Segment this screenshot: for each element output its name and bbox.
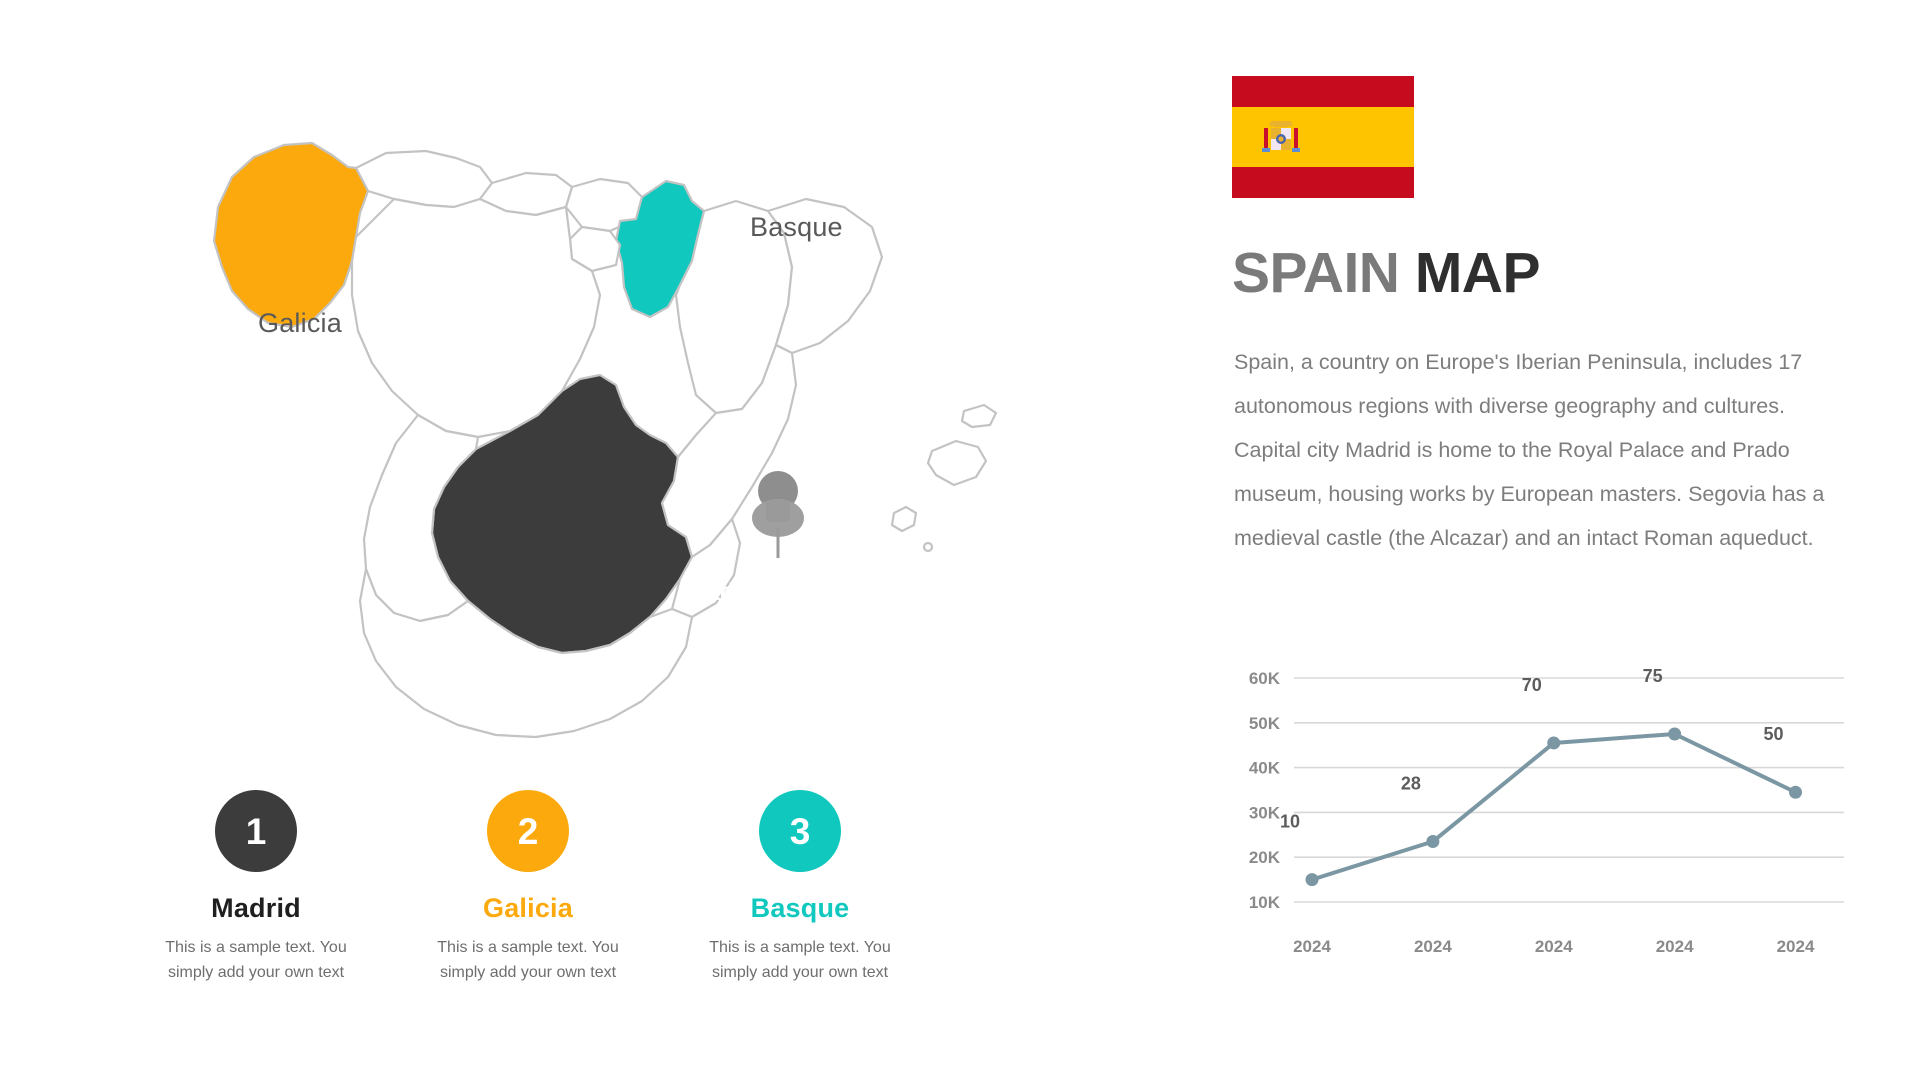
xaxis-tick-label: 2024 — [1656, 937, 1694, 956]
region-castilla-y-leon[interactable] — [350, 197, 602, 439]
chart-data-label: 10 — [1280, 812, 1300, 832]
yaxis-tick-label: 30K — [1249, 803, 1281, 822]
map-label-basque: Basque — [750, 212, 843, 242]
yaxis-tick-label: 40K — [1249, 759, 1281, 778]
yaxis-tick-label: 20K — [1249, 848, 1281, 867]
region-baleares-mallorca[interactable] — [926, 439, 988, 487]
flag-stripe-top — [1232, 76, 1414, 107]
description-text: Spain, a country on Europe's Iberian Pen… — [1234, 350, 1825, 551]
page-title-part1: SPAIN — [1232, 241, 1415, 305]
coat-of-arms-icon — [1262, 121, 1300, 152]
flag-stripe-middle — [1232, 107, 1414, 167]
line-chart[interactable]: 10K 20K 30K 40K 50K 60K 2024 2024 2024 2024 2024 … — [1232, 630, 1862, 980]
chart-data-point[interactable] — [1305, 873, 1319, 887]
chart-data-point[interactable] — [1668, 727, 1682, 741]
chart-data-label: 70 — [1522, 675, 1542, 695]
region-cataluna[interactable] — [766, 197, 884, 355]
legend-desc-madrid: This is a sample text. You simply add yo… — [165, 939, 347, 981]
region-andalucia[interactable] — [358, 567, 694, 739]
spain-flag-icon — [1232, 76, 1414, 198]
map-label-galicia: Galicia — [258, 308, 342, 338]
legend-number-2: 2 — [517, 810, 539, 852]
legend-number-badge-1: 1 — [215, 790, 297, 872]
page-title: SPAIN MAP — [1232, 240, 1540, 306]
legend-card-galicia[interactable]: 2 Galicia This is a sample text. You sim… — [392, 790, 664, 1020]
xaxis-tick-label: 2024 — [1414, 937, 1452, 956]
chart-data-point[interactable] — [1547, 736, 1561, 750]
chart-data-label: 75 — [1643, 666, 1663, 686]
region-basque-highlight[interactable] — [614, 179, 706, 319]
page-title-part2: MAP — [1414, 241, 1541, 305]
map-label-madrid: Madrid — [685, 578, 767, 606]
map-pin-icon[interactable] — [750, 470, 806, 562]
legend-desc-galicia: This is a sample text. You simply add yo… — [437, 939, 619, 981]
yaxis-tick-label: 60K — [1249, 669, 1281, 688]
region-baleares-formentera[interactable] — [922, 541, 934, 553]
flag-stripe-bottom — [1232, 167, 1414, 198]
legend-row: 1 Madrid This is a sample text. You simp… — [120, 790, 940, 1020]
legend-title-galicia: Galicia — [483, 893, 573, 923]
xaxis-tick-label: 2024 — [1293, 937, 1331, 956]
spain-map-svg — [212, 141, 998, 739]
legend-number-3: 3 — [789, 810, 811, 852]
region-baleares-ibiza[interactable] — [890, 505, 918, 533]
legend-number-1: 1 — [245, 810, 267, 852]
chart-point-labels: 10 28 70 75 50 — [1280, 666, 1784, 832]
chart-gridlines — [1294, 677, 1844, 903]
xaxis-tick-label: 2024 — [1777, 937, 1815, 956]
region-asturias[interactable] — [354, 149, 494, 209]
xaxis-tick-label: 2024 — [1535, 937, 1573, 956]
legend-title-basque: Basque — [750, 893, 850, 923]
chart-data-label: 50 — [1764, 724, 1784, 744]
legend-number-badge-2: 2 — [487, 790, 569, 872]
chart-data-point[interactable] — [1426, 835, 1440, 849]
chart-markers[interactable] — [1305, 727, 1803, 887]
legend-card-madrid[interactable]: 1 Madrid This is a sample text. You simp… — [120, 790, 392, 1020]
chart-data-point[interactable] — [1789, 785, 1803, 799]
chart-yaxis-labels: 10K 20K 30K 40K 50K 60K — [1249, 669, 1281, 912]
spain-map[interactable]: Galicia Basque Madrid — [180, 95, 1000, 775]
legend-number-badge-3: 3 — [759, 790, 841, 872]
line-chart-svg: 10K 20K 30K 40K 50K 60K 2024 2024 2024 2024 2024 … — [1249, 666, 1844, 956]
region-baleares-menorca[interactable] — [960, 403, 998, 429]
legend-title-madrid: Madrid — [211, 893, 301, 923]
yaxis-tick-label: 50K — [1249, 714, 1281, 733]
map-panel: Galicia Basque Madrid 1 Madrid This is a… — [120, 95, 1000, 1020]
chart-xaxis-labels: 2024 2024 2024 2024 2024 — [1293, 937, 1815, 956]
chart-data-label: 28 — [1401, 774, 1421, 794]
legend-card-basque[interactable]: 3 Basque This is a sample text. You simp… — [664, 790, 936, 1020]
region-galicia[interactable] — [212, 141, 370, 329]
yaxis-tick-label: 10K — [1249, 893, 1281, 912]
legend-desc-basque: This is a sample text. You simply add yo… — [709, 939, 891, 981]
content-panel: SPAIN MAP Spain, a country on Europe's I… — [1232, 0, 1872, 1080]
